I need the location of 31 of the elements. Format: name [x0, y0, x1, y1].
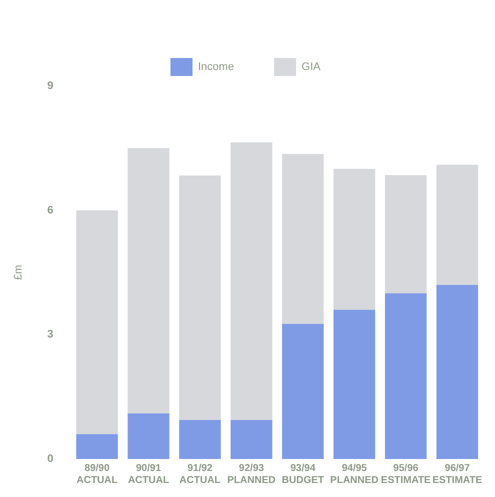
x-tick-label: 96/97 ESTIMATE [432, 462, 482, 486]
bar [384, 175, 427, 294]
legend-label: GIA [302, 61, 322, 74]
x-tick-label: 91/92 ACTUAL [179, 462, 221, 486]
y-axis-title: £m [12, 264, 25, 280]
y-tick-label: 9 [47, 80, 54, 92]
bar [282, 324, 324, 459]
bar [76, 434, 118, 459]
legend-label: Income [198, 61, 234, 74]
bar [230, 142, 272, 420]
x-tick-label: 94/95 PLANNED [330, 462, 379, 486]
bar [76, 210, 118, 434]
bar [282, 154, 324, 324]
bar [128, 413, 170, 459]
bar [334, 310, 376, 459]
x-tick-label: 93/94 BUDGET [282, 462, 324, 486]
bar [179, 176, 221, 420]
y-tick-label: 6 [47, 204, 54, 216]
x-tick-label: 89/90 ACTUAL [76, 462, 118, 486]
bar [230, 420, 272, 459]
bar [128, 148, 170, 414]
bar [436, 164, 478, 285]
bar [179, 420, 221, 459]
x-tick-label: 92/93 PLANNED [227, 462, 276, 486]
bar [384, 293, 427, 459]
x-tick-label: 90/91 ACTUAL [128, 462, 170, 486]
bar [436, 284, 478, 459]
bar [334, 168, 376, 310]
y-tick-label: 3 [47, 328, 54, 341]
y-tick-label: 0 [47, 453, 54, 466]
x-tick-label: 95/96 ESTIMATE [380, 462, 432, 486]
